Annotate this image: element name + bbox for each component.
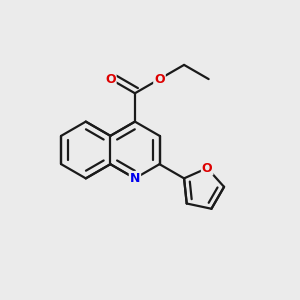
Text: O: O: [105, 73, 116, 85]
Text: N: N: [130, 172, 140, 185]
Text: O: O: [202, 162, 212, 175]
Text: O: O: [154, 73, 165, 85]
